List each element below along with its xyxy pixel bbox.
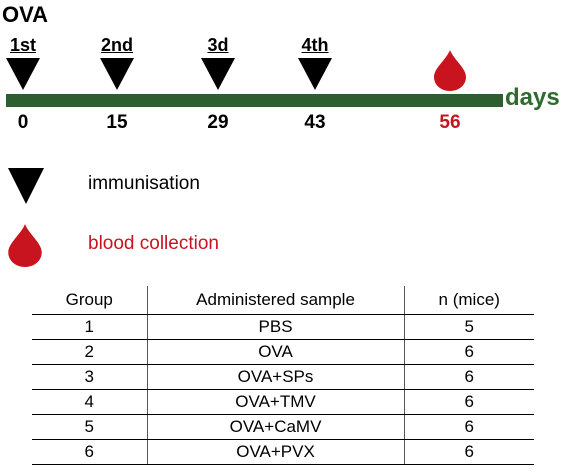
table-row: 1 PBS 5 [32,314,534,340]
cell-sample: OVA+TMV [146,389,405,415]
table-header-row: Group Administered sample n (mice) [32,286,534,315]
day-label-43: 43 [304,112,326,133]
header-administered-sample: Administered sample [146,286,405,315]
immunisation-triangle-icon [298,58,332,90]
cell-group: 1 [32,314,148,340]
table-row: 6 OVA+PVX 6 [32,439,534,465]
immunisation-label-3: 3d [207,35,229,55]
blood-drop-icon [434,50,466,91]
legend-immunisation-label: immunisation [88,173,200,194]
immunisation-triangle-icon [201,58,235,90]
cell-n: 6 [403,439,534,465]
cell-sample: PBS [146,314,405,340]
cell-sample: OVA+CaMV [146,414,405,440]
immunisation-label-1: 1st [9,35,36,55]
table-row: 3 OVA+SPs 6 [32,364,534,390]
day-label-0: 0 [17,112,29,133]
immunisation-label-2: 2nd [100,35,133,55]
day-label-15: 15 [106,112,128,133]
cell-group: 2 [32,339,148,365]
header-n-mice: n (mice) [403,286,534,315]
cell-sample: OVA [146,339,405,365]
cell-n: 6 [403,339,534,365]
groups-table: Group Administered sample n (mice) 1 PBS… [32,286,534,465]
day-label-29: 29 [207,112,229,133]
legend-blood-collection-label: blood collection [88,233,219,254]
cell-group: 6 [32,439,148,465]
cell-group: 5 [32,414,148,440]
legend-blood-drop-icon [8,224,42,267]
header-group: Group [32,286,148,315]
cell-n: 5 [403,314,534,340]
immunisation-triangle-icon [100,58,134,90]
cell-sample: OVA+SPs [146,364,405,390]
cell-n: 6 [403,414,534,440]
immunisation-triangle-icon [6,58,40,90]
table-row: 2 OVA 6 [32,339,534,365]
table-row: 5 OVA+CaMV 6 [32,414,534,440]
cell-n: 6 [403,389,534,415]
cell-sample: OVA+PVX [146,439,405,465]
cell-group: 3 [32,364,148,390]
immunisation-label-4: 4th [301,35,329,55]
cell-group: 4 [32,389,148,415]
timeline-bar [6,94,503,107]
day-label-56: 56 [439,112,461,133]
table-row: 4 OVA+TMV 6 [32,389,534,415]
days-axis-label: days [505,84,560,111]
legend-triangle-icon [8,168,44,204]
figure-title: OVA [2,2,49,27]
cell-n: 6 [403,364,534,390]
